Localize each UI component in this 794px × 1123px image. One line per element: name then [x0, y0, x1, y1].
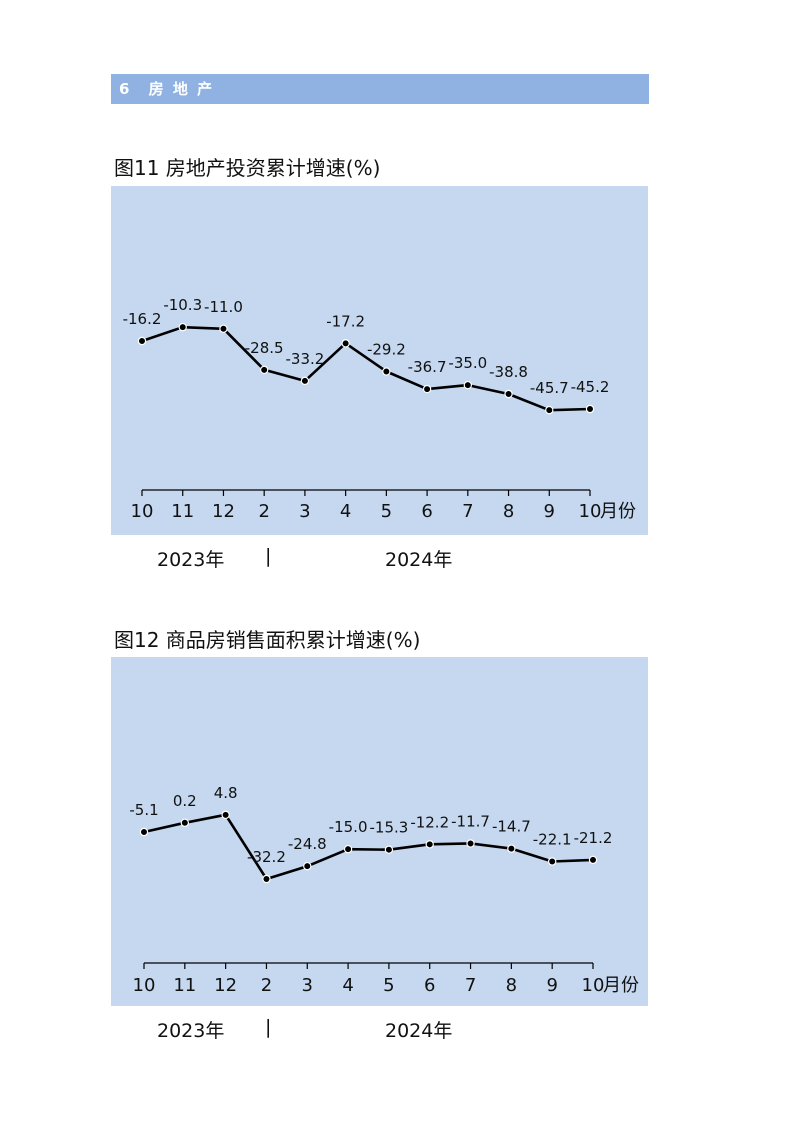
data-label: -33.2	[286, 350, 325, 368]
x-tick-label: 10	[579, 501, 602, 522]
x-tick-label: 7	[465, 975, 476, 996]
data-label: -45.2	[571, 378, 610, 396]
chart-2-title: 图12 商品房销售面积累计增速(%)	[114, 628, 421, 652]
chart-2-year-2023: 2023年	[157, 1020, 225, 1042]
data-label: 0.2	[173, 792, 197, 810]
data-label: -16.2	[123, 310, 162, 328]
data-point	[178, 322, 187, 332]
x-axis-unit-label: 月份	[603, 975, 639, 996]
data-point	[221, 810, 230, 820]
data-point	[463, 380, 473, 390]
x-axis-unit-label: 月份	[600, 501, 636, 522]
chart-1-year-2023: 2023年	[157, 549, 225, 571]
data-point	[504, 389, 513, 399]
x-tick-label: 3	[299, 501, 310, 522]
x-tick-label: 9	[546, 975, 557, 996]
data-label: -17.2	[326, 312, 365, 330]
data-point	[219, 324, 228, 334]
plot-background	[111, 186, 648, 535]
x-tick-label: 9	[544, 501, 555, 522]
data-point	[547, 857, 557, 866]
x-tick-label: 11	[173, 975, 196, 996]
chart-2-year-separator: |	[265, 1016, 272, 1038]
chart-1-year-separator: |	[265, 545, 272, 567]
data-point	[303, 861, 312, 871]
x-tick-label: 6	[421, 501, 432, 522]
data-label: -24.8	[288, 835, 327, 853]
x-tick-label: 8	[503, 501, 514, 522]
data-label: -28.5	[245, 339, 284, 357]
data-point	[585, 404, 595, 414]
data-label: -45.7	[530, 379, 569, 397]
data-point	[507, 844, 516, 853]
data-label: -15.0	[329, 818, 368, 836]
data-label: -35.0	[448, 354, 487, 372]
data-label: 4.8	[214, 784, 238, 802]
data-point	[300, 376, 310, 386]
data-label: -11.7	[451, 812, 490, 830]
data-label: -21.2	[574, 829, 613, 847]
section-title: 房 地 产	[148, 80, 215, 98]
x-tick-label: 5	[383, 975, 394, 996]
data-point	[139, 827, 149, 837]
data-point	[466, 839, 475, 848]
data-label: -29.2	[367, 340, 406, 358]
section-number: 6	[119, 80, 132, 98]
data-label: -22.1	[533, 830, 572, 848]
data-point	[262, 874, 271, 884]
x-tick-label: 12	[212, 501, 235, 522]
x-tick-label: 2	[258, 501, 269, 522]
x-tick-label: 10	[582, 975, 605, 996]
data-label: -36.7	[408, 358, 447, 376]
x-tick-label: 12	[214, 975, 237, 996]
x-tick-label: 4	[342, 975, 353, 996]
data-point	[425, 840, 434, 849]
x-tick-label: 8	[506, 975, 517, 996]
data-label: -11.0	[204, 298, 243, 316]
data-label: -12.2	[410, 813, 449, 831]
x-tick-label: 11	[171, 501, 194, 522]
data-point	[341, 339, 350, 348]
x-tick-label: 6	[424, 975, 435, 996]
series-line	[141, 325, 591, 412]
data-point	[180, 818, 190, 828]
x-tick-label: 4	[340, 501, 351, 522]
x-tick-label: 5	[381, 501, 392, 522]
data-point	[343, 844, 353, 854]
chart-1-year-2024: 2024年	[385, 549, 453, 571]
plot-background	[111, 657, 648, 1006]
x-tick-label: 2	[261, 975, 272, 996]
data-point	[137, 336, 147, 346]
x-tick-label: 3	[302, 975, 313, 996]
x-tick-label: 7	[462, 501, 473, 522]
data-label: -5.1	[129, 801, 158, 819]
data-label: -15.3	[370, 819, 409, 837]
x-tick-label: 10	[133, 975, 156, 996]
data-point	[545, 405, 554, 415]
data-label: -10.3	[163, 296, 202, 314]
x-tick-label: 10	[131, 501, 154, 522]
data-point	[588, 855, 598, 865]
chart-1-title: 图11 房地产投资累计增速(%)	[114, 156, 381, 180]
data-point	[384, 845, 394, 854]
data-point	[259, 365, 269, 375]
data-label: -38.8	[489, 363, 528, 381]
data-label: -14.7	[492, 818, 531, 836]
data-label: -32.2	[247, 848, 286, 866]
data-point	[422, 384, 432, 394]
chart-2-year-2024: 2024年	[385, 1020, 453, 1042]
section-header: 6 房 地 产	[111, 74, 649, 104]
series-line	[143, 813, 594, 881]
data-point	[382, 367, 391, 376]
